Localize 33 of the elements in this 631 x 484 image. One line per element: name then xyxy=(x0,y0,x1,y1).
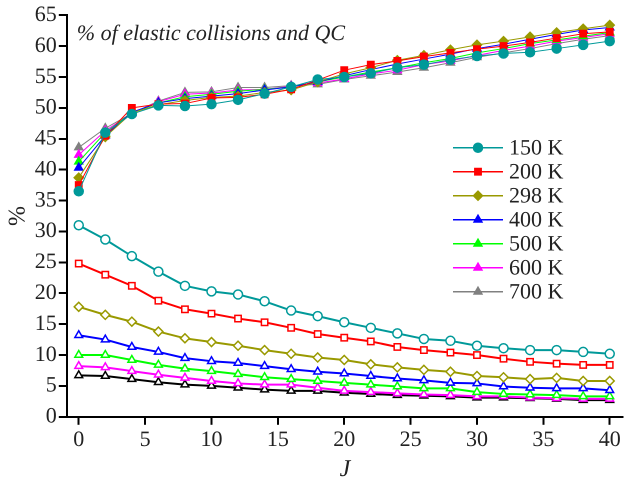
y-tick-label: 10 xyxy=(34,340,57,366)
y-tick-label: 60 xyxy=(34,32,57,57)
y-tick-label: 5 xyxy=(46,372,57,397)
legend-label: 500 K xyxy=(509,230,564,256)
x-tick-label: 10 xyxy=(200,426,222,451)
y-tick-label: 65 xyxy=(34,0,57,26)
y-tick-label: 50 xyxy=(34,94,57,119)
y-tick-label: 0 xyxy=(46,402,57,428)
legend-label: 298 K xyxy=(509,182,564,208)
y-tick-label: 15 xyxy=(34,310,57,335)
y-tick-label: 30 xyxy=(34,217,57,242)
legend-label: 600 K xyxy=(509,254,564,280)
legend-label: 700 K xyxy=(509,278,564,304)
x-tick-label: 40 xyxy=(598,426,621,451)
x-tick-label: 35 xyxy=(532,426,554,451)
legend-label: 150 K xyxy=(509,134,564,160)
y-axis-title: % xyxy=(4,206,31,226)
x-tick-label: 15 xyxy=(266,426,289,451)
chart-title: % of elastic collisions and QC xyxy=(76,20,346,45)
y-tick-label: 35 xyxy=(34,186,57,212)
x-tick-label: 5 xyxy=(140,426,151,451)
x-axis-title: J xyxy=(340,456,352,482)
x-tick-label: 30 xyxy=(466,426,488,451)
y-tick-label: 25 xyxy=(34,248,57,274)
y-tick-label: 45 xyxy=(34,124,57,150)
y-tick-label: 40 xyxy=(34,155,57,180)
y-tick-label: 20 xyxy=(34,279,57,304)
x-tick-label: 20 xyxy=(333,426,356,451)
x-tick-label: 25 xyxy=(400,426,422,451)
x-tick-label: 0 xyxy=(73,426,84,451)
legend-label: 400 K xyxy=(509,206,564,232)
legend-label: 200 K xyxy=(509,158,564,184)
y-tick-label: 55 xyxy=(34,62,57,88)
